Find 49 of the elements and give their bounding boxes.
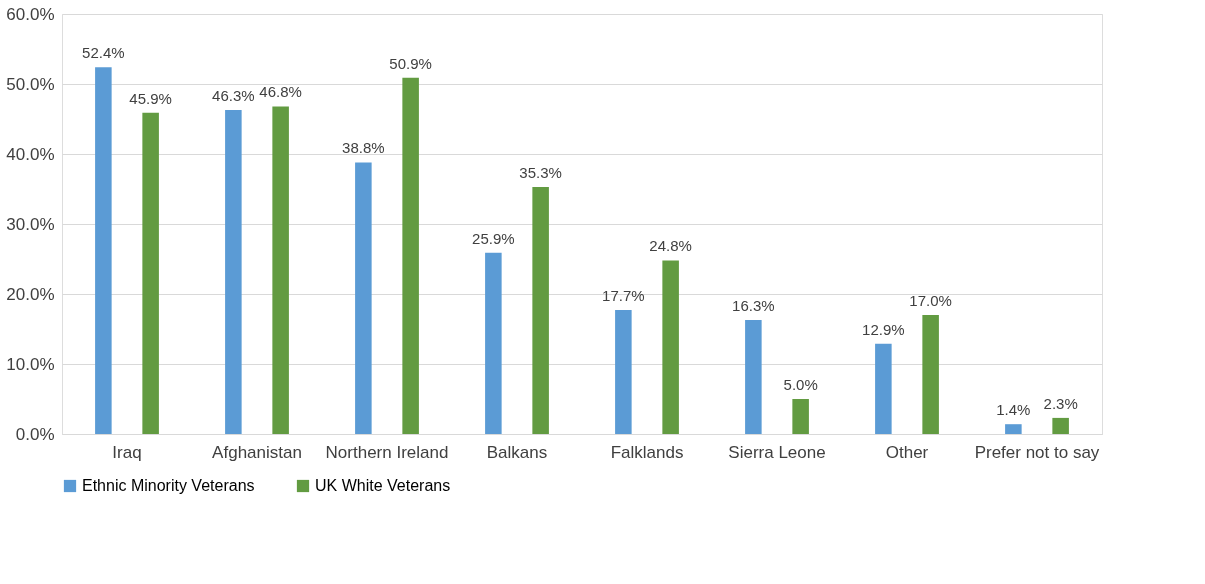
- x-tick-label: Iraq: [112, 442, 142, 462]
- y-tick-label: 30.0%: [6, 214, 55, 234]
- bar: [875, 343, 892, 434]
- data-label: 12.9%: [862, 320, 905, 338]
- data-label: 16.3%: [732, 296, 775, 314]
- data-label: 2.3%: [1043, 394, 1078, 412]
- x-tick-label: Afghanistan: [212, 442, 302, 462]
- bar: [1052, 417, 1069, 434]
- bar: [355, 162, 372, 434]
- data-label: 46.8%: [259, 83, 302, 101]
- data-label: 45.9%: [129, 89, 172, 107]
- x-tick-label: Other: [885, 442, 929, 462]
- bar: [662, 260, 679, 434]
- bar: [532, 186, 549, 434]
- data-label: 17.0%: [909, 292, 952, 309]
- bar: [272, 106, 289, 434]
- x-tick-label: Balkans: [486, 442, 548, 462]
- y-tick-label: 60.0%: [6, 4, 55, 24]
- x-tick-label: Northern Ireland: [325, 442, 449, 462]
- data-label: 46.3%: [212, 86, 255, 104]
- data-label: 17.7%: [602, 287, 645, 305]
- y-tick-label: 20.0%: [6, 284, 55, 304]
- bar: [1005, 424, 1022, 434]
- bar: [485, 252, 502, 434]
- data-label: 52.4%: [82, 44, 125, 62]
- y-tick-label: 0.0%: [15, 424, 55, 444]
- data-label: 5.0%: [783, 376, 818, 393]
- bar: [402, 77, 419, 434]
- bar: [745, 319, 762, 434]
- y-tick-label: 40.0%: [6, 144, 55, 164]
- x-tick-label: Sierra Leone: [728, 442, 826, 462]
- y-tick-label: 50.0%: [6, 74, 55, 94]
- x-tick-label: Prefer not to say: [974, 442, 1100, 462]
- bar: [922, 315, 939, 434]
- data-label: 1.4%: [996, 401, 1031, 419]
- data-label: 50.9%: [389, 54, 432, 72]
- legend-label: Ethnic Minority Veterans: [82, 477, 255, 494]
- bar: [142, 112, 159, 434]
- y-tick-label: 10.0%: [6, 354, 55, 374]
- x-tick-label: Falklands: [610, 442, 684, 462]
- bar: [792, 399, 809, 434]
- data-label: 38.8%: [342, 139, 385, 157]
- data-label: 25.9%: [472, 229, 515, 247]
- legend-label: UK White Veterans: [315, 477, 451, 494]
- bar: [615, 310, 632, 434]
- bar: [95, 67, 112, 434]
- bar: [225, 109, 242, 434]
- data-label: 24.8%: [649, 237, 692, 255]
- data-label: 35.3%: [519, 163, 562, 181]
